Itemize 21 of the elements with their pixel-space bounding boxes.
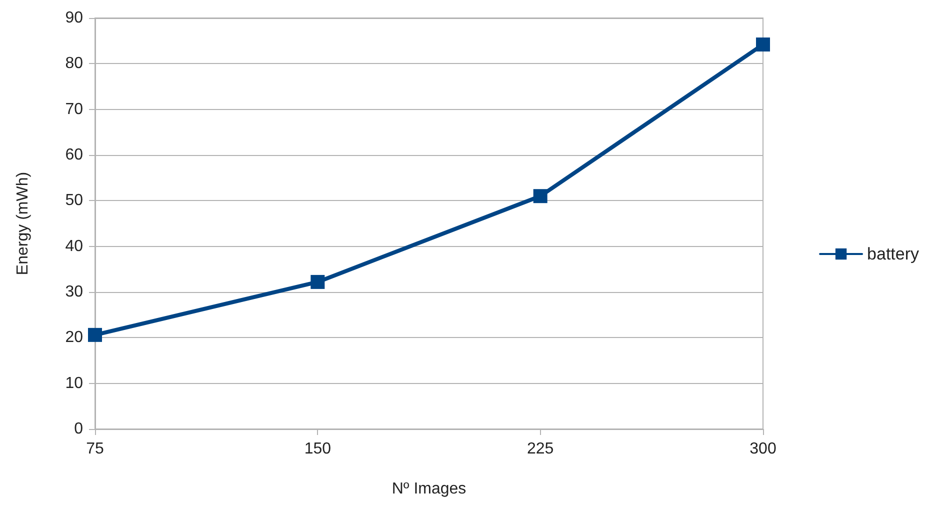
y-axis-title: Energy (mWh) — [14, 172, 32, 276]
y-tick-label: 10 — [65, 374, 84, 392]
x-tick-label: 225 — [526, 440, 554, 458]
y-tick-label: 30 — [65, 284, 84, 300]
y-tick-label: 50 — [65, 192, 84, 210]
y-tick-label: 90 — [65, 10, 84, 26]
point — [310, 274, 325, 289]
y-tick-label: 0 — [74, 420, 84, 438]
y-tick-label: 80 — [65, 55, 84, 72]
x-axis-title: Nº Images — [392, 480, 466, 498]
x-tick-label: 150 — [304, 440, 332, 458]
y-tick-label: 20 — [65, 329, 84, 346]
x-tick-label: 300 — [750, 440, 776, 458]
x-tick-label: 75 — [86, 440, 104, 458]
point — [88, 328, 102, 342]
y-tick-label: 70 — [65, 100, 84, 118]
point — [533, 189, 548, 204]
y-tick-label: 40 — [65, 238, 84, 255]
legend-label: battery — [867, 244, 920, 264]
point — [756, 37, 770, 52]
y-tick-label: 60 — [65, 146, 84, 164]
